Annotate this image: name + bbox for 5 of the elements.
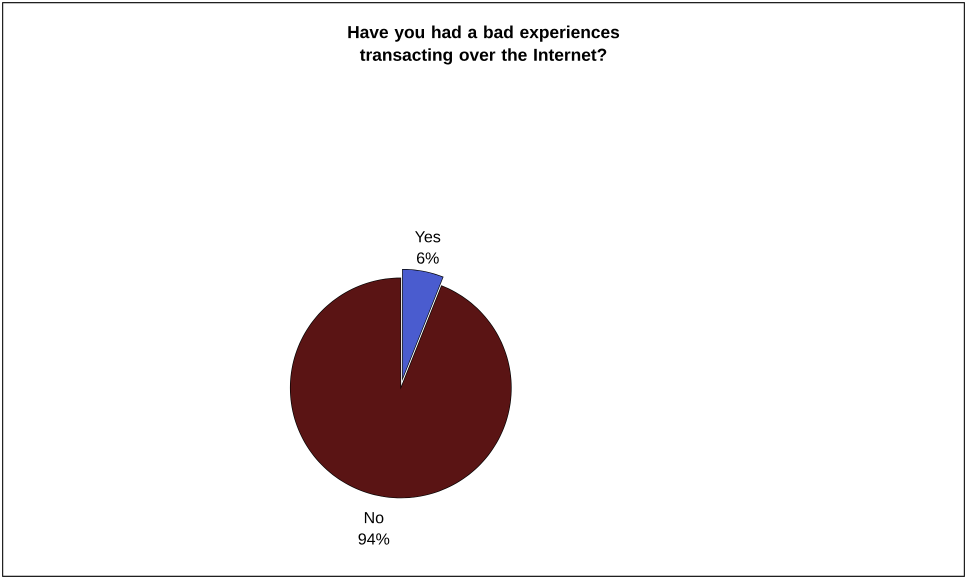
data-label: 6% (417, 252, 439, 264)
chart-title: Have you had a bad experiences transacting over the Internet? (348, 26, 620, 64)
slice-label: No (364, 512, 384, 524)
slice-label: Yes (415, 231, 440, 242)
data-label: 94% (358, 533, 390, 545)
